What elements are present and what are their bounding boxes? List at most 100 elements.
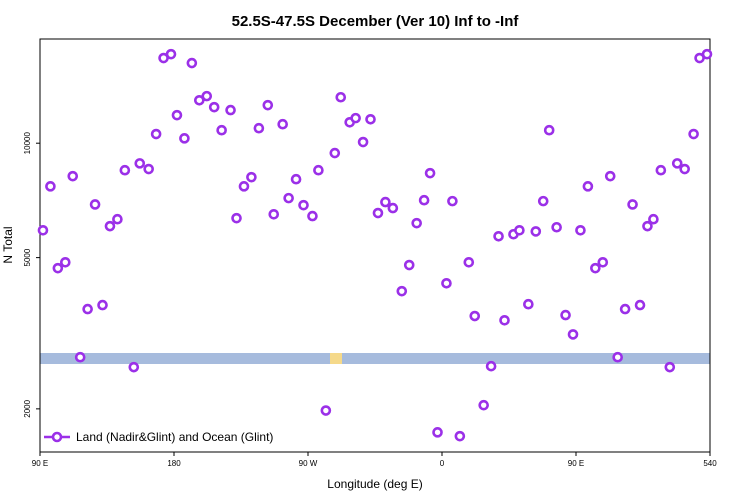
point bbox=[478, 399, 489, 411]
point bbox=[104, 220, 116, 232]
point bbox=[604, 170, 616, 182]
point bbox=[143, 163, 154, 175]
x-tick-label: 0 bbox=[440, 459, 445, 468]
point bbox=[313, 164, 324, 176]
point bbox=[463, 257, 475, 268]
point bbox=[441, 277, 452, 289]
x-tick-label: 90 W bbox=[299, 459, 318, 468]
point bbox=[590, 262, 601, 274]
point bbox=[283, 192, 294, 204]
point bbox=[655, 164, 667, 176]
point bbox=[469, 310, 481, 322]
point bbox=[171, 109, 183, 121]
point bbox=[320, 405, 332, 416]
point bbox=[597, 257, 609, 268]
point bbox=[365, 113, 376, 125]
point bbox=[612, 351, 623, 363]
point bbox=[290, 173, 302, 185]
point bbox=[575, 224, 586, 236]
point bbox=[60, 257, 71, 268]
x-tick-label: 180 bbox=[167, 459, 181, 468]
point bbox=[403, 259, 415, 271]
point bbox=[37, 224, 49, 236]
point bbox=[112, 213, 123, 225]
point bbox=[208, 101, 220, 113]
point bbox=[396, 285, 408, 297]
point bbox=[298, 199, 309, 211]
point bbox=[560, 309, 571, 321]
point bbox=[642, 220, 653, 232]
point bbox=[619, 303, 631, 315]
y-tick-label: 2000 bbox=[23, 399, 32, 417]
point bbox=[523, 298, 534, 310]
point bbox=[648, 213, 659, 225]
point bbox=[134, 158, 146, 169]
y-axis-label: N Total bbox=[1, 226, 15, 263]
point bbox=[530, 226, 542, 237]
point bbox=[372, 207, 384, 219]
point bbox=[432, 427, 443, 438]
point bbox=[671, 158, 683, 169]
point bbox=[627, 199, 638, 210]
point bbox=[537, 195, 549, 207]
point bbox=[216, 124, 227, 136]
point bbox=[97, 299, 108, 311]
point bbox=[225, 104, 236, 116]
point bbox=[253, 122, 265, 134]
x-tick-label: 90 E bbox=[32, 459, 48, 468]
point bbox=[688, 128, 699, 140]
point bbox=[454, 430, 466, 442]
point bbox=[350, 112, 361, 124]
point bbox=[201, 90, 213, 102]
point bbox=[150, 128, 162, 140]
point bbox=[246, 171, 257, 183]
point bbox=[74, 351, 86, 363]
legend-label: Land (Nadir&Glint) and Ocean (Glint) bbox=[76, 430, 273, 444]
point bbox=[194, 94, 205, 106]
point bbox=[119, 164, 131, 176]
point bbox=[447, 195, 458, 207]
point bbox=[582, 181, 594, 192]
point bbox=[335, 91, 347, 103]
x-tick-label: 90 E bbox=[568, 459, 584, 468]
point bbox=[499, 315, 510, 326]
point bbox=[418, 194, 430, 206]
point bbox=[262, 99, 274, 111]
point bbox=[238, 181, 250, 192]
x-tick-label: 540 bbox=[703, 459, 717, 468]
point bbox=[411, 217, 422, 229]
point bbox=[380, 196, 391, 208]
y-tick-label: 5000 bbox=[23, 248, 32, 266]
chart-title: 52.5S-47.5S December (Ver 10) Inf to -In… bbox=[232, 13, 520, 30]
plot-frame bbox=[39, 38, 711, 453]
point bbox=[567, 329, 579, 340]
point bbox=[664, 361, 676, 373]
point bbox=[543, 124, 555, 136]
point bbox=[701, 48, 713, 60]
point bbox=[551, 221, 562, 233]
land-ocean-strip bbox=[40, 353, 710, 364]
point bbox=[89, 199, 101, 210]
point bbox=[277, 118, 288, 130]
point bbox=[387, 202, 399, 214]
point bbox=[357, 136, 369, 148]
point bbox=[231, 212, 242, 224]
point bbox=[128, 361, 140, 373]
point bbox=[514, 224, 525, 236]
point bbox=[186, 57, 198, 69]
point bbox=[493, 230, 504, 242]
point bbox=[179, 133, 190, 144]
point bbox=[424, 167, 436, 179]
point bbox=[679, 163, 690, 175]
point bbox=[268, 209, 280, 220]
land-patch bbox=[330, 353, 342, 364]
point bbox=[307, 210, 318, 222]
y-tick-label: 10000 bbox=[23, 132, 32, 155]
point bbox=[634, 299, 646, 311]
x-axis-label: Longitude (deg E) bbox=[327, 477, 422, 491]
point bbox=[329, 147, 341, 159]
point bbox=[82, 303, 93, 315]
point bbox=[485, 360, 497, 372]
point bbox=[67, 170, 79, 182]
